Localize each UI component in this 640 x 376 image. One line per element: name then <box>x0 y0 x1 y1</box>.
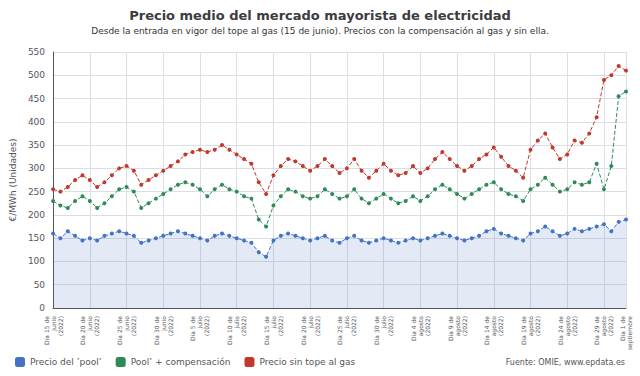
svg-text:julio: julio <box>380 316 388 329</box>
svg-text:0: 0 <box>39 303 45 313</box>
svg-text:Día 9 de: Día 9 de <box>447 316 454 341</box>
svg-text:agosto: agosto <box>416 316 424 337</box>
svg-text:Precio del ’pool’: Precio del ’pool’ <box>30 357 102 367</box>
svg-text:Precio medio del mercado mayor: Precio medio del mercado mayorista de el… <box>129 8 511 23</box>
svg-text:(2022): (2022) <box>607 316 614 336</box>
svg-text:Día 30 de: Día 30 de <box>153 316 160 345</box>
svg-text:300: 300 <box>28 163 45 173</box>
svg-text:(2022): (2022) <box>240 316 247 336</box>
svg-text:Día 14 de: Día 14 de <box>483 316 490 345</box>
svg-text:(2022): (2022) <box>130 316 137 336</box>
svg-text:(2022): (2022) <box>461 316 468 336</box>
svg-text:(2022): (2022) <box>571 316 578 336</box>
svg-text:50: 50 <box>34 280 46 290</box>
svg-text:Día 15 de: Día 15 de <box>43 316 50 345</box>
svg-text:€/MWh (Unidades): €/MWh (Unidades) <box>8 139 18 222</box>
svg-text:julio: julio <box>196 316 204 329</box>
svg-text:(2022): (2022) <box>424 316 431 336</box>
svg-text:Día 1 de: Día 1 de <box>619 316 626 341</box>
svg-text:(2022): (2022) <box>497 316 504 336</box>
svg-text:Día 10 de: Día 10 de <box>226 316 233 345</box>
svg-text:(2022): (2022) <box>314 316 321 336</box>
svg-text:julio: julio <box>269 316 277 329</box>
svg-text:Día 20 de: Día 20 de <box>79 316 86 345</box>
svg-text:(2022): (2022) <box>277 316 284 336</box>
svg-text:julio: julio <box>233 316 241 329</box>
svg-text:julio: julio <box>343 316 351 329</box>
svg-text:350: 350 <box>28 140 45 150</box>
svg-text:(2022): (2022) <box>387 316 394 336</box>
svg-text:Pool’ + compensación: Pool’ + compensación <box>131 357 231 367</box>
svg-text:(2022): (2022) <box>203 316 210 336</box>
svg-text:(2022): (2022) <box>93 316 100 336</box>
svg-text:Fuente: OMIE, www.epdata.es: Fuente: OMIE, www.epdata.es <box>506 358 625 367</box>
svg-text:550: 550 <box>28 47 45 57</box>
svg-text:agosto: agosto <box>527 316 534 337</box>
svg-text:julio: julio <box>306 316 314 329</box>
svg-text:junio: junio <box>123 316 130 331</box>
svg-text:junio: junio <box>86 316 94 331</box>
svg-text:250: 250 <box>28 187 45 197</box>
svg-text:Día 25 de: Día 25 de <box>116 316 123 345</box>
svg-text:Día 20 de: Día 20 de <box>300 316 307 345</box>
svg-text:Día 25 de: Día 25 de <box>336 316 343 345</box>
svg-text:agosto: agosto <box>600 316 608 337</box>
svg-text:150: 150 <box>28 233 45 243</box>
svg-text:Día 4 de: Día 4 de <box>410 316 417 341</box>
svg-text:junio: junio <box>159 316 167 331</box>
svg-text:junio: junio <box>49 316 57 331</box>
svg-text:450: 450 <box>28 94 45 104</box>
svg-text:500: 500 <box>28 70 45 80</box>
svg-text:100: 100 <box>28 256 45 266</box>
svg-text:Día 24 de: Día 24 de <box>557 316 564 345</box>
svg-text:Día 15 de: Día 15 de <box>263 316 270 345</box>
svg-text:(2022): (2022) <box>57 316 64 336</box>
svg-text:Precio sin tope al gas: Precio sin tope al gas <box>259 357 355 367</box>
svg-text:agosto: agosto <box>490 316 498 337</box>
svg-text:Día 5 de: Día 5 de <box>189 316 196 341</box>
svg-text:Día 29 de: Día 29 de <box>593 316 600 345</box>
svg-text:(2022): (2022) <box>167 316 174 336</box>
svg-text:Día 19 de: Día 19 de <box>520 316 527 345</box>
svg-text:(2022): (2022) <box>534 316 541 336</box>
svg-text:agosto: agosto <box>453 316 461 337</box>
svg-text:Día 30 de: Día 30 de <box>373 316 380 345</box>
svg-text:agosto: agosto <box>563 316 571 337</box>
svg-text:(2022): (2022) <box>350 316 357 336</box>
svg-text:400: 400 <box>28 117 45 127</box>
svg-text:Desde la entrada en vigor del: Desde la entrada en vigor del tope al ga… <box>91 26 549 36</box>
svg-text:200: 200 <box>28 210 45 220</box>
svg-text:septiembre: septiembre <box>626 316 634 350</box>
